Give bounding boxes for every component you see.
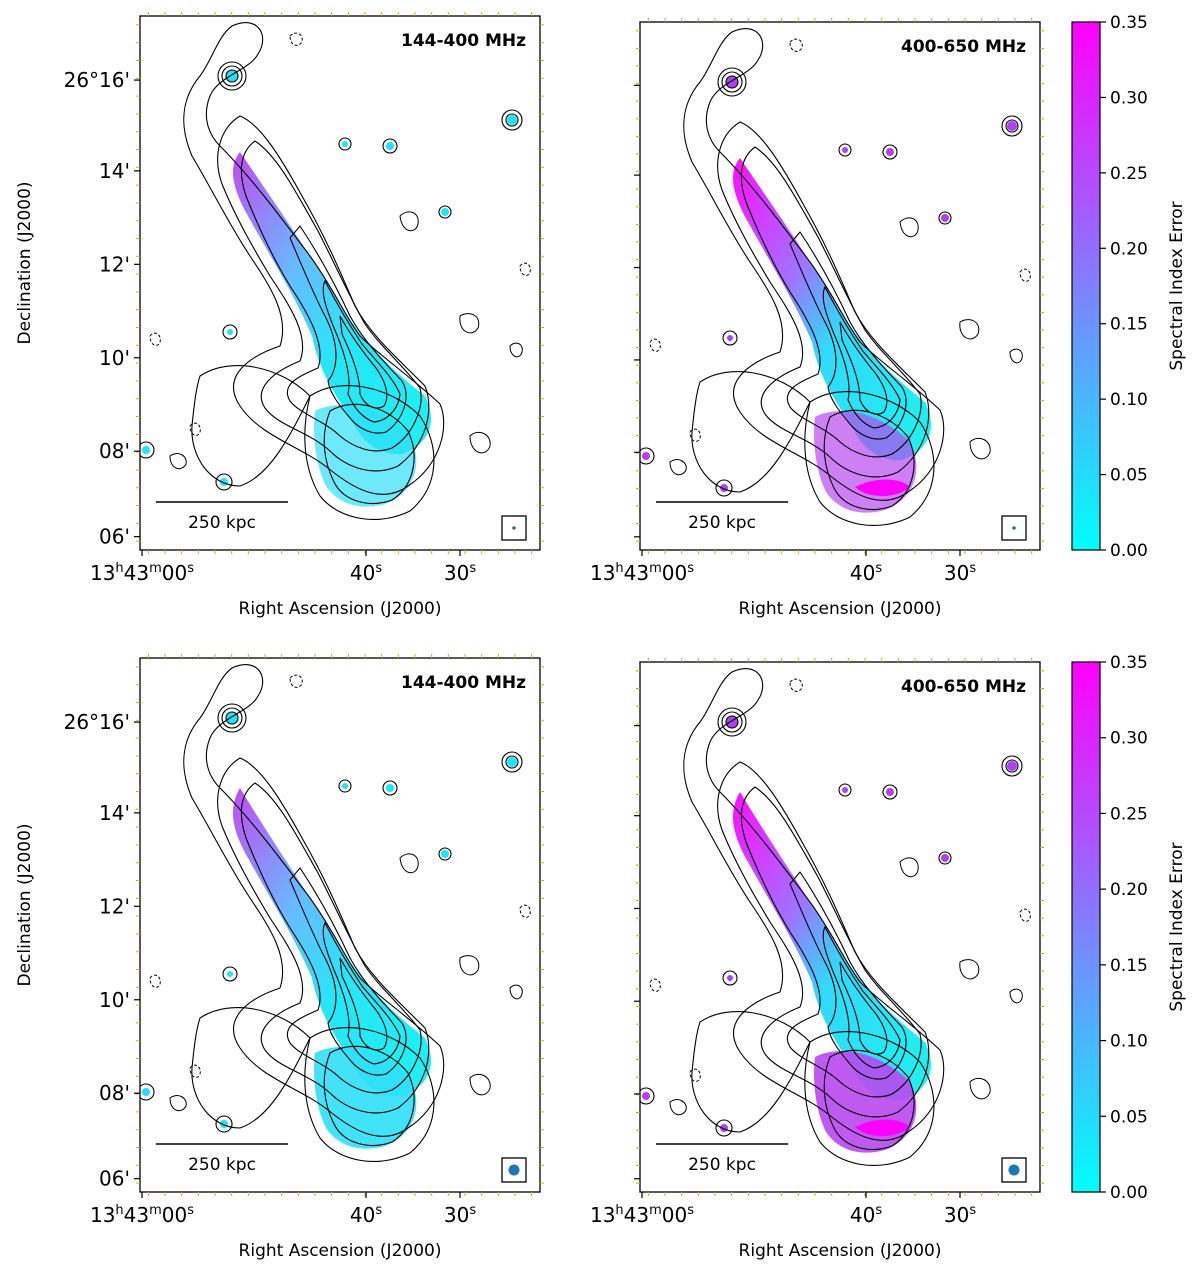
ra-tick-label: 40s [850, 561, 882, 585]
spectral-error-map [142, 712, 517, 1149]
colorbar-tick-label: 0.20 [1110, 239, 1148, 259]
colorbar-tick-label: 0.15 [1110, 956, 1148, 976]
x-axis-label: Right Ascension (J2000) [739, 1241, 942, 1261]
spectral-error-map [142, 70, 517, 507]
colorbar-tick-label: 0.35 [1110, 13, 1148, 33]
dec-tick-label: 08' [99, 439, 130, 463]
ra-tick-label: 13h43m00s [590, 561, 694, 585]
scale-bar-label: 250 kpc [188, 513, 256, 533]
beam-marker [1012, 526, 1016, 530]
colorbar: 0.35 0.30 0.25 0.20 0.15 0.10 0.05 0.00 Spectral… [1071, 13, 1187, 561]
ra-tick-label: 13h43m00s [90, 561, 194, 585]
spectral-error-map [642, 716, 1017, 1153]
ra-tick-label: 13h43m00s [590, 1203, 694, 1227]
colorbar-tick-label: 0.30 [1110, 88, 1148, 108]
colorbar-tick-label: 0.05 [1110, 466, 1148, 486]
ra-tick-label: 40s [350, 561, 382, 585]
band-label: 400-650 MHz [901, 37, 1026, 57]
colorbar-label: Spectral Index Error [1167, 201, 1187, 370]
dec-tick-label: 12' [99, 894, 130, 918]
scale-bar-label: 250 kpc [688, 1155, 756, 1175]
ra-tick-label: 40s [850, 1203, 882, 1227]
y-axis-label: Declination (J2000) [15, 823, 35, 986]
dec-tick-label: 26°16' [64, 68, 130, 92]
axes-frame [639, 661, 1041, 1193]
beam-marker [508, 1164, 520, 1176]
colorbar-tick-label: 0.05 [1110, 1107, 1148, 1127]
ra-tick-label: 30s [444, 1203, 476, 1227]
dec-tick-label: 10' [99, 988, 130, 1012]
colorbar-gradient [1071, 661, 1101, 1193]
colorbar-tick-label: 0.30 [1110, 729, 1148, 749]
ra-tick-label: 30s [444, 561, 476, 585]
x-axis-label: Right Ascension (J2000) [739, 599, 942, 619]
dec-tick-label: 06' [99, 525, 130, 549]
beam-marker [1008, 1164, 1020, 1176]
colorbar-tick-label: 0.00 [1110, 541, 1148, 561]
dec-tick-label: 10' [99, 346, 130, 370]
panel-bottom-left: 144-400 MHz 250 kpc 26°16' 14' 12' 10' 08' 06' 1… [15, 654, 544, 1261]
colorbar-tick-label: 0.20 [1110, 880, 1148, 900]
dec-tick-label: 08' [99, 1081, 130, 1105]
axes-frame [139, 15, 541, 551]
panel-top-left: 144-400 MHz 250 kpc 26°16' 14' 12' 10' 08' 06' 1… [15, 12, 544, 619]
colorbar-tick-label: 0.25 [1110, 804, 1148, 824]
colorbar-tick-label: 0.25 [1110, 164, 1148, 184]
dec-tick-label: 12' [99, 252, 130, 276]
colorbars: 0.35 0.30 0.25 0.20 0.15 0.10 0.05 0.00 Spectral… [1071, 13, 1187, 1203]
beam-marker [512, 526, 516, 530]
ra-tick-label: 13h43m00s [90, 1203, 194, 1227]
band-label: 144-400 MHz [401, 31, 526, 51]
band-label: 400-650 MHz [901, 677, 1026, 697]
dec-tick-label: 14' [99, 159, 130, 183]
scale-bar-label: 250 kpc [688, 513, 756, 533]
ra-tick-label: 40s [350, 1203, 382, 1227]
axes-frame [139, 657, 541, 1193]
colorbar-tick-label: 0.15 [1110, 315, 1148, 335]
x-axis-label: Right Ascension (J2000) [239, 1241, 442, 1261]
colorbar-tick-label: 0.35 [1110, 653, 1148, 673]
x-axis-label: Right Ascension (J2000) [239, 599, 442, 619]
dec-tick-label: 14' [99, 801, 130, 825]
ra-tick-label: 30s [944, 1203, 976, 1227]
ra-tick-label: 30s [944, 561, 976, 585]
colorbar-tick-label: 0.10 [1110, 390, 1148, 410]
dec-tick-label: 26°16' [64, 710, 130, 734]
colorbar: 0.35 0.30 0.25 0.20 0.15 0.10 0.05 0.00 Spectral… [1071, 653, 1187, 1203]
y-axis-label: Declination (J2000) [15, 181, 35, 344]
colorbar-label: Spectral Index Error [1167, 842, 1187, 1011]
panels: 144-400 MHz 250 kpc 26°16' 14' 12' 10' 08' 06' 1… [15, 12, 1044, 1261]
axes-frame [639, 21, 1041, 551]
scale-bar-label: 250 kpc [188, 1155, 256, 1175]
colorbar-tick-label: 0.00 [1110, 1183, 1148, 1203]
band-label: 144-400 MHz [401, 673, 526, 693]
spectral-error-map [642, 76, 1017, 513]
colorbar-gradient [1071, 21, 1101, 551]
dec-tick-label: 06' [99, 1167, 130, 1191]
colorbar-tick-label: 0.10 [1110, 1032, 1148, 1052]
